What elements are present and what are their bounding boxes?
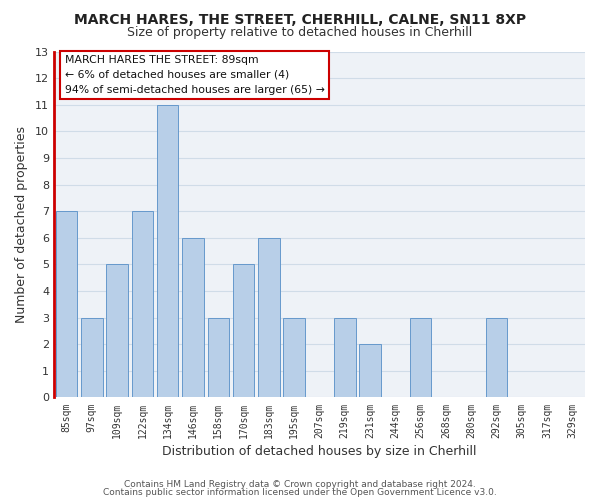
Bar: [283, 318, 305, 398]
Text: MARCH HARES THE STREET: 89sqm
← 6% of detached houses are smaller (4)
94% of sem: MARCH HARES THE STREET: 89sqm ← 6% of de…: [65, 55, 325, 94]
Bar: [258, 238, 280, 398]
Text: Contains public sector information licensed under the Open Government Licence v3: Contains public sector information licen…: [103, 488, 497, 497]
Y-axis label: Number of detached properties: Number of detached properties: [15, 126, 28, 323]
Bar: [486, 318, 507, 398]
Bar: [233, 264, 254, 398]
Bar: [81, 318, 103, 398]
Bar: [131, 211, 153, 398]
Bar: [334, 318, 356, 398]
Text: Size of property relative to detached houses in Cherhill: Size of property relative to detached ho…: [127, 26, 473, 39]
Bar: [359, 344, 381, 398]
Bar: [182, 238, 204, 398]
Bar: [56, 211, 77, 398]
Text: Contains HM Land Registry data © Crown copyright and database right 2024.: Contains HM Land Registry data © Crown c…: [124, 480, 476, 489]
Bar: [410, 318, 431, 398]
Text: MARCH HARES, THE STREET, CHERHILL, CALNE, SN11 8XP: MARCH HARES, THE STREET, CHERHILL, CALNE…: [74, 12, 526, 26]
Bar: [106, 264, 128, 398]
X-axis label: Distribution of detached houses by size in Cherhill: Distribution of detached houses by size …: [162, 444, 477, 458]
Bar: [208, 318, 229, 398]
Bar: [157, 104, 178, 398]
